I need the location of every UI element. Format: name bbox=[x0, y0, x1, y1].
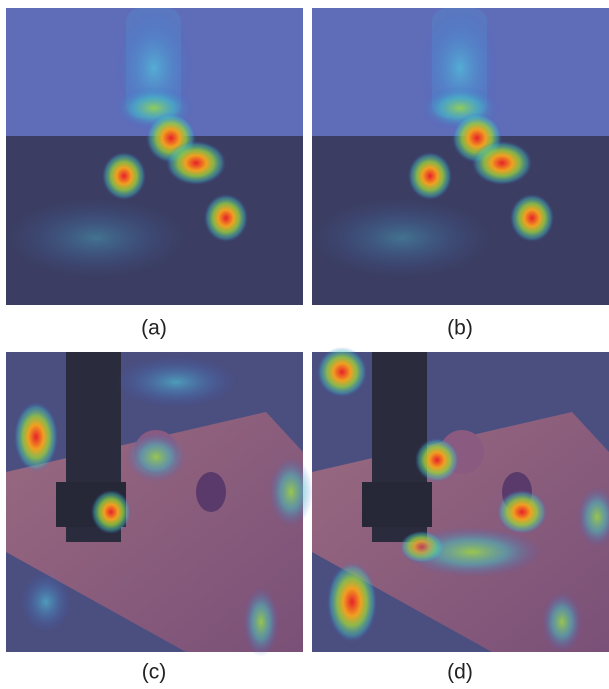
heatmap-b bbox=[312, 8, 609, 305]
heatmap-a bbox=[6, 8, 303, 305]
heatmap-c bbox=[6, 352, 313, 657]
caption: (c) bbox=[142, 661, 167, 684]
figure: (a) (b) (c) (d) bbox=[0, 0, 609, 689]
caption: (a) bbox=[141, 317, 167, 340]
page: (a) (b) (c) (d) (() => { const data = JS… bbox=[0, 0, 609, 689]
heatmap-d bbox=[312, 347, 609, 652]
caption: (d) bbox=[447, 661, 473, 684]
caption: (b) bbox=[447, 317, 473, 340]
